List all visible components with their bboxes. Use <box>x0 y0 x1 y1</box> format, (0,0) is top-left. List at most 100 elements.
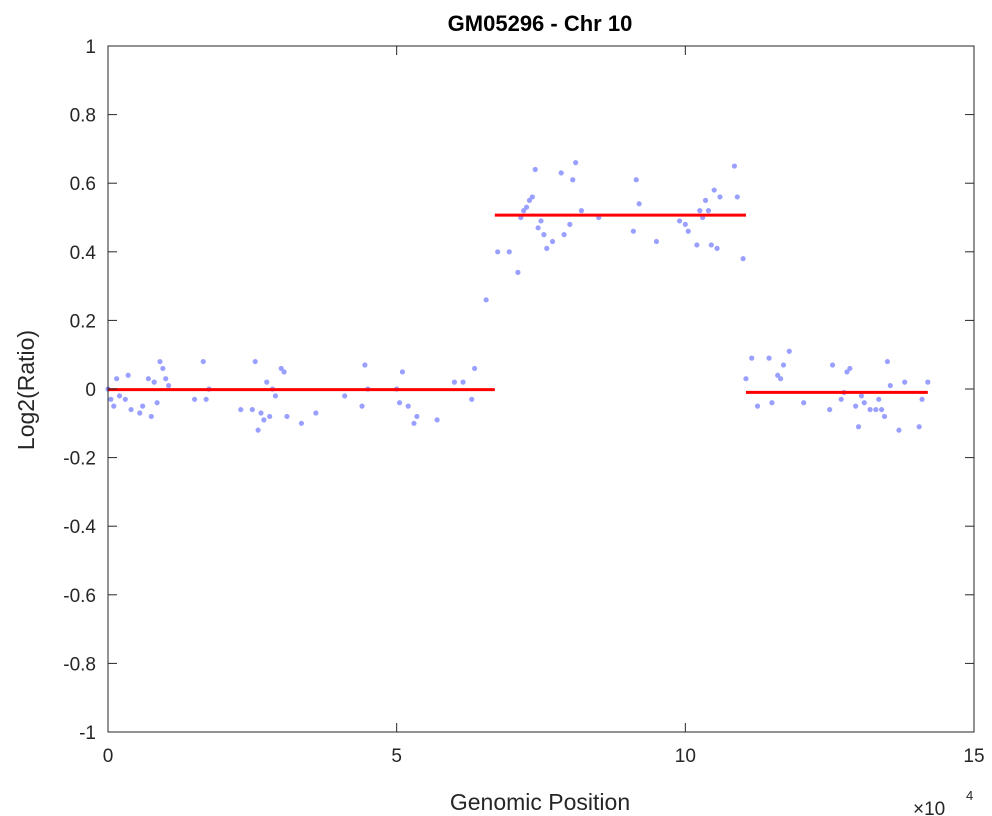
data-point <box>561 232 567 238</box>
data-point <box>766 355 772 361</box>
y-tick-label: 0.4 <box>70 243 97 264</box>
y-tick-label: -0.8 <box>63 654 96 675</box>
data-point <box>844 369 850 375</box>
data-point <box>544 245 550 251</box>
data-point <box>128 406 134 413</box>
data-point <box>313 410 319 416</box>
y-tick-label: 0.8 <box>70 106 96 127</box>
data-point <box>567 221 573 227</box>
data-point <box>125 372 131 378</box>
data-point <box>858 393 865 399</box>
data-point <box>694 242 700 248</box>
data-point <box>411 420 417 426</box>
data-point <box>702 197 709 203</box>
data-point <box>399 369 406 375</box>
data-point <box>916 424 922 430</box>
data-point <box>749 355 755 361</box>
data-point <box>108 396 114 402</box>
data-point <box>829 362 836 368</box>
data-point <box>827 406 833 413</box>
data-point <box>743 376 749 382</box>
data-point <box>160 365 166 372</box>
data-point <box>255 427 261 433</box>
data-point <box>876 396 882 402</box>
data-point <box>902 379 908 385</box>
chart-title: GM05296 - Chr 10 <box>448 11 633 36</box>
data-point <box>154 400 160 406</box>
data-point <box>526 197 533 203</box>
data-point <box>887 382 893 389</box>
data-point <box>633 177 639 183</box>
tick-labels: 0 5 10 15 -1 -0.8 -0.6 -0.4 -0.2 0 0.2 0.4 0.6 0.8 1 <box>63 37 984 767</box>
data-point <box>573 160 579 166</box>
data-point <box>685 228 691 234</box>
y-tick-label: -0.6 <box>63 586 96 607</box>
data-point <box>145 376 152 382</box>
data-point <box>777 376 784 382</box>
data-point <box>203 396 209 402</box>
data-point <box>362 362 368 368</box>
data-point <box>506 249 512 255</box>
data-point <box>281 369 287 375</box>
data-point <box>515 269 521 275</box>
data-point <box>549 238 556 245</box>
data-point <box>267 413 273 420</box>
y-tick-label: -0.2 <box>63 449 96 470</box>
y-axis-title: Log2(Ratio) <box>13 330 39 450</box>
data-point <box>264 379 270 385</box>
data-point <box>434 417 440 423</box>
data-point <box>838 396 844 402</box>
data-point <box>801 400 807 406</box>
y-tick-label: 0.6 <box>70 174 96 195</box>
data-point <box>529 194 535 200</box>
x-exponent: ×10 4 <box>913 788 973 816</box>
data-point <box>163 376 169 382</box>
data-point <box>705 208 712 214</box>
data-point <box>192 396 198 402</box>
data-point <box>342 393 348 399</box>
data-point <box>740 256 746 262</box>
data-point <box>469 396 475 402</box>
data-markers <box>105 160 931 433</box>
data-point <box>731 163 738 169</box>
data-point <box>717 194 723 200</box>
data-point <box>140 403 146 409</box>
data-point <box>111 403 117 409</box>
data-point <box>714 245 720 251</box>
data-point <box>114 376 120 382</box>
data-point <box>166 382 172 389</box>
data-point <box>653 238 660 245</box>
x-exponent-power: 4 <box>966 788 973 803</box>
data-point <box>884 358 891 365</box>
data-point <box>896 427 902 433</box>
y-tick-label: 0 <box>85 380 96 401</box>
data-point <box>532 166 538 173</box>
data-point <box>855 424 862 430</box>
data-point <box>523 204 530 210</box>
data-point <box>405 403 411 409</box>
data-point <box>558 170 564 176</box>
data-point <box>495 249 501 255</box>
data-point <box>535 225 541 231</box>
data-point <box>578 208 585 214</box>
data-point <box>472 365 478 372</box>
data-point <box>249 406 255 413</box>
data-point <box>697 208 703 214</box>
data-point <box>460 379 466 385</box>
data-point <box>786 348 792 354</box>
data-point <box>769 400 775 406</box>
x-tick-label: 15 <box>963 746 984 767</box>
y-tick-label: 0.2 <box>70 311 96 332</box>
data-point <box>238 406 244 413</box>
data-point <box>541 232 547 238</box>
x-axis-title: Genomic Position <box>450 789 630 815</box>
data-point <box>847 365 853 372</box>
data-point <box>116 393 123 399</box>
data-point <box>258 410 264 416</box>
data-point <box>879 406 885 413</box>
x-tick-label: 5 <box>391 746 402 767</box>
data-point <box>137 410 143 416</box>
data-point <box>200 358 206 365</box>
data-point <box>630 228 636 234</box>
